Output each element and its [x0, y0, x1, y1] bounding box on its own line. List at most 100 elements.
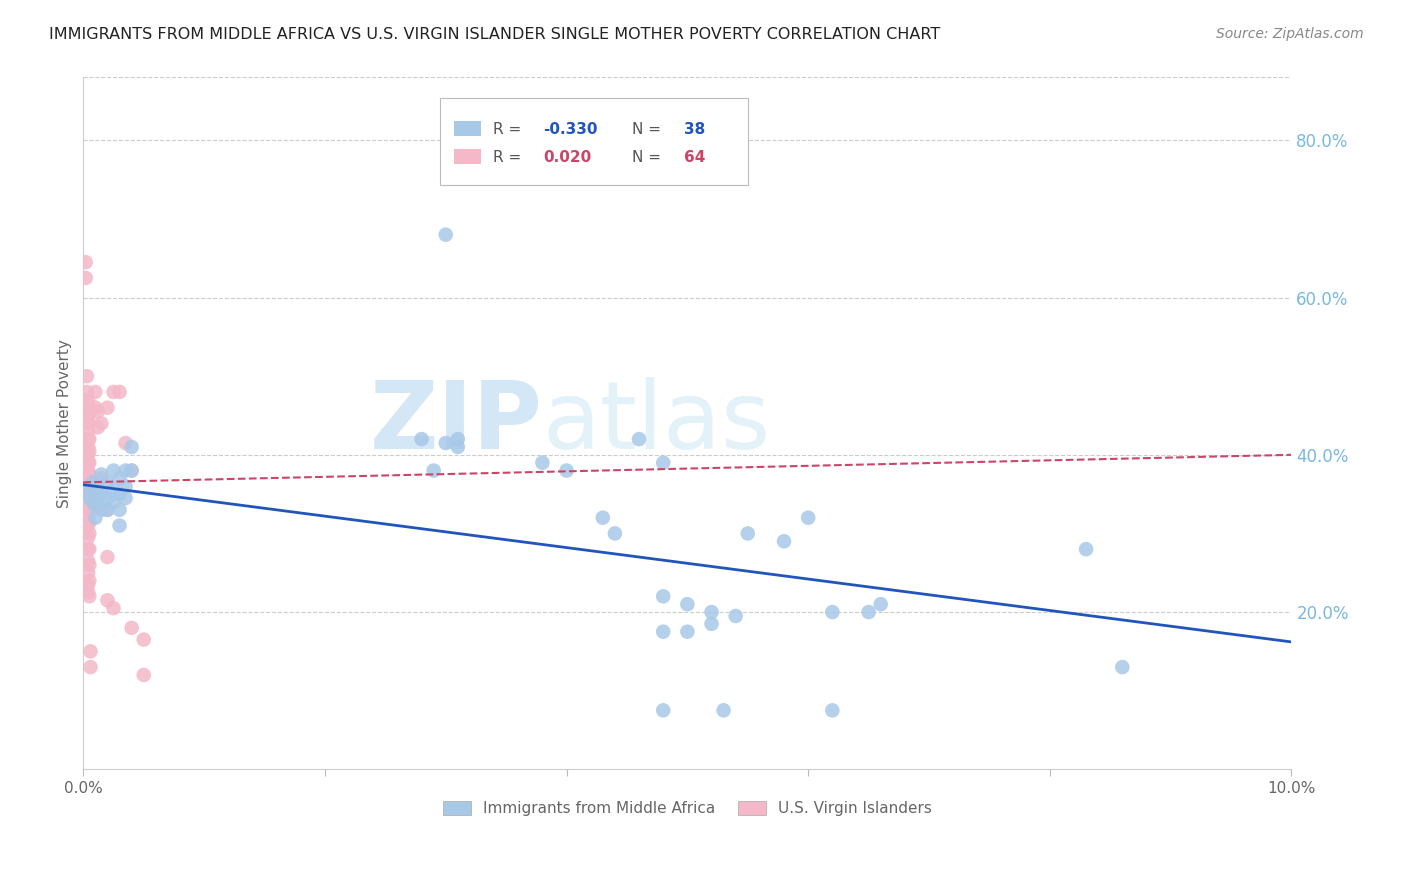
Point: [592, 510, 614, 524]
Point: [79, 491, 101, 505]
Point: [77, 409, 100, 423]
Point: [84, 384, 107, 399]
Point: [96, 401, 118, 415]
Point: [77, 417, 100, 431]
Point: [121, 440, 143, 454]
Point: [79, 483, 101, 498]
Point: [84, 510, 107, 524]
Point: [90, 467, 112, 482]
Point: [652, 703, 675, 717]
Point: [555, 464, 578, 478]
Point: [121, 464, 143, 478]
Point: [90, 417, 112, 431]
Point: [75, 271, 97, 285]
Point: [82, 475, 104, 490]
Point: [77, 530, 100, 544]
Point: [628, 432, 651, 446]
Text: R =: R =: [494, 122, 526, 136]
Point: [84, 401, 107, 415]
Point: [79, 417, 101, 431]
Point: [77, 448, 100, 462]
Point: [821, 605, 844, 619]
Point: [652, 624, 675, 639]
Point: [79, 503, 101, 517]
Point: [77, 424, 100, 438]
Point: [108, 471, 131, 485]
Point: [114, 491, 136, 505]
Point: [77, 585, 100, 599]
Text: -0.330: -0.330: [544, 122, 598, 136]
Point: [724, 609, 747, 624]
Point: [531, 456, 554, 470]
Point: [77, 518, 100, 533]
Text: IMMIGRANTS FROM MIDDLE AFRICA VS U.S. VIRGIN ISLANDER SINGLE MOTHER POVERTY CORR: IMMIGRANTS FROM MIDDLE AFRICA VS U.S. VI…: [49, 27, 941, 42]
Point: [434, 227, 457, 242]
Point: [79, 574, 101, 588]
Point: [96, 503, 118, 517]
Point: [87, 495, 110, 509]
Point: [114, 479, 136, 493]
Point: [103, 384, 125, 399]
Point: [96, 503, 118, 517]
Point: [114, 464, 136, 478]
Point: [676, 624, 699, 639]
FancyBboxPatch shape: [454, 149, 481, 164]
Point: [713, 703, 735, 717]
Point: [79, 443, 101, 458]
Point: [82, 495, 104, 509]
Point: [76, 397, 98, 411]
Point: [77, 432, 100, 446]
Point: [77, 487, 100, 501]
Point: [652, 590, 675, 604]
Text: 0.020: 0.020: [544, 150, 592, 164]
Point: [108, 384, 131, 399]
Point: [132, 632, 155, 647]
Point: [87, 420, 110, 434]
Point: [77, 503, 100, 517]
Point: [1074, 542, 1097, 557]
Point: [858, 605, 880, 619]
Point: [90, 471, 112, 485]
Point: [79, 590, 101, 604]
Point: [700, 616, 723, 631]
Text: N =: N =: [631, 122, 665, 136]
Point: [84, 499, 107, 513]
Point: [103, 495, 125, 509]
Point: [797, 510, 820, 524]
Point: [77, 542, 100, 557]
Text: ZIP: ZIP: [370, 377, 543, 469]
Point: [434, 436, 457, 450]
Point: [79, 558, 101, 572]
Point: [77, 554, 100, 568]
Point: [422, 464, 444, 478]
Point: [77, 495, 100, 509]
Point: [103, 601, 125, 615]
Point: [77, 392, 100, 407]
Point: [108, 518, 131, 533]
Point: [77, 566, 100, 580]
Point: [773, 534, 796, 549]
Point: [77, 479, 100, 493]
Text: N =: N =: [631, 150, 665, 164]
Point: [84, 479, 107, 493]
Text: R =: R =: [494, 150, 526, 164]
Point: [121, 464, 143, 478]
Point: [132, 668, 155, 682]
Text: atlas: atlas: [543, 377, 770, 469]
Point: [411, 432, 433, 446]
Point: [79, 526, 101, 541]
Point: [447, 432, 470, 446]
Point: [77, 456, 100, 470]
Point: [652, 456, 675, 470]
Point: [96, 491, 118, 505]
Point: [87, 404, 110, 418]
Point: [90, 487, 112, 501]
Point: [76, 404, 98, 418]
Point: [676, 597, 699, 611]
Point: [869, 597, 891, 611]
Point: [77, 440, 100, 454]
Y-axis label: Single Mother Poverty: Single Mother Poverty: [58, 339, 72, 508]
Point: [103, 483, 125, 498]
Point: [90, 503, 112, 517]
Point: [603, 526, 626, 541]
